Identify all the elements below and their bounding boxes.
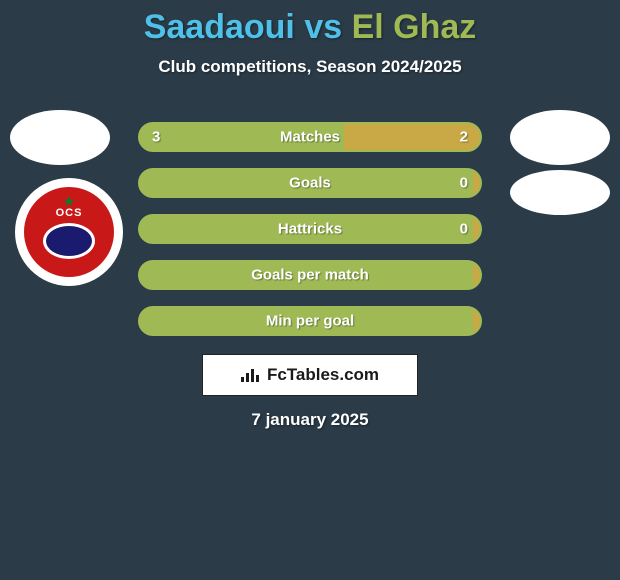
bar-label: Goals <box>140 175 480 192</box>
bar-left-value: 3 <box>152 129 160 146</box>
stat-bar: Goals per match <box>138 260 482 290</box>
bar-label: Matches <box>140 129 480 146</box>
bar-chart-icon <box>241 368 261 382</box>
date-label: 7 january 2025 <box>0 410 620 430</box>
fctables-logo: FcTables.com <box>202 354 418 396</box>
bar-label: Goals per match <box>140 267 480 284</box>
stat-bar: Goals0 <box>138 168 482 198</box>
club-badge-inner: ★ OCS <box>24 187 114 277</box>
stats-bars: Matches32Goals0Hattricks0Goals per match… <box>138 122 482 352</box>
stat-bar: Hattricks0 <box>138 214 482 244</box>
player1-club-badge: ★ OCS <box>15 178 123 286</box>
bar-right-value: 0 <box>460 221 468 238</box>
stat-bar: Min per goal <box>138 306 482 336</box>
subtitle: Club competitions, Season 2024/2025 <box>0 57 620 77</box>
bar-right-value: 0 <box>460 175 468 192</box>
player2-club-avatar <box>510 170 610 215</box>
bar-right-value: 2 <box>460 129 468 146</box>
vs-text: vs <box>295 8 352 46</box>
player1-avatar <box>10 110 110 165</box>
player1-name: Saadaoui <box>144 8 295 46</box>
bar-label: Min per goal <box>140 313 480 330</box>
club-ball-icon <box>43 223 95 259</box>
club-abbrev: OCS <box>56 207 83 219</box>
stat-bar: Matches3 2 <box>138 122 482 152</box>
comparison-title: Saadaoui vs El Ghaz <box>0 0 620 47</box>
player2-avatar <box>510 110 610 165</box>
bar-label: Hattricks <box>140 221 480 238</box>
player2-name: El Ghaz <box>352 8 477 46</box>
logo-text: FcTables.com <box>267 365 379 385</box>
